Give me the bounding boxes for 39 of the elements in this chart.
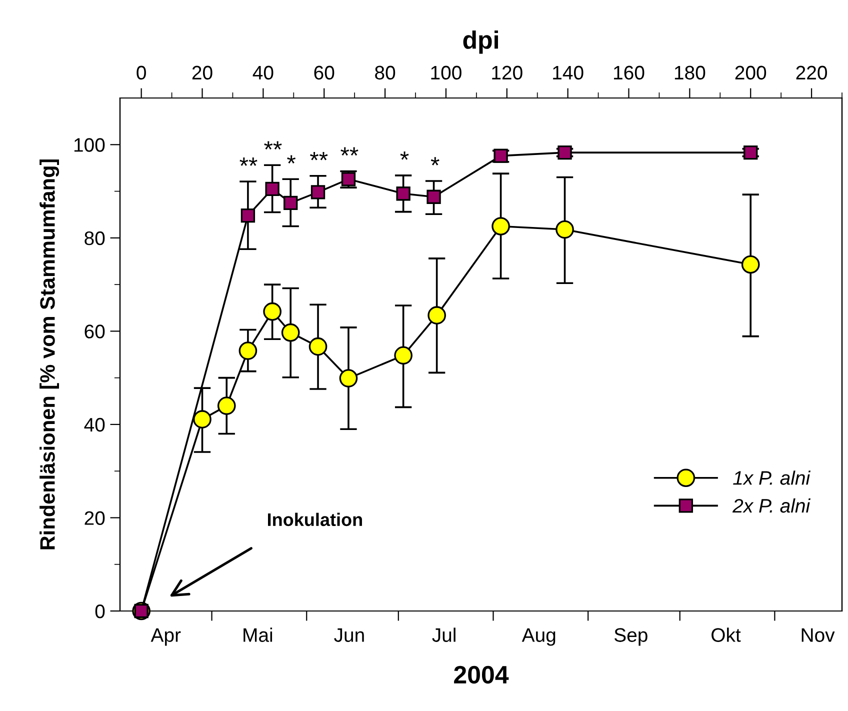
legend-label: 1x P. alni	[733, 470, 810, 485]
y-tick-label: 60	[84, 324, 105, 338]
annotation: **	[310, 152, 328, 160]
y-tick-label: 40	[84, 418, 105, 432]
x2-tick-label: 0	[136, 66, 146, 80]
annotation: **	[264, 141, 282, 150]
x-tick-label: Jun	[334, 628, 364, 642]
x-axis-title: 2004	[454, 666, 509, 684]
y-tick-label: 80	[84, 231, 105, 246]
y-axis-title: Rindenläsionen [% vom Stammumfang]	[40, 159, 60, 550]
annotation: **	[240, 158, 258, 166]
y-tick-label: 100	[74, 138, 105, 152]
x-tick-label: Aug	[522, 628, 556, 646]
x2-tick-label: 100	[431, 66, 462, 80]
x-tick-label: Jul	[432, 628, 456, 642]
y-tick-label: 0	[95, 604, 105, 618]
x2-tick-label: 220	[796, 66, 827, 80]
x-tick-label: Apr	[150, 628, 181, 646]
x2-tick-label: 60	[314, 66, 334, 80]
x2-tick-label: 140	[553, 66, 584, 80]
x2-tick-label: 180	[674, 66, 706, 80]
x2-tick-label: 200	[735, 66, 766, 80]
x2-tick-label: 40	[252, 66, 274, 80]
x2-tick-label: 20	[192, 66, 212, 80]
x-tick-label: Okt	[712, 628, 741, 642]
annotation: *	[430, 157, 440, 166]
x2-tick-label: 120	[492, 66, 522, 80]
annotation: **	[340, 147, 358, 156]
legend-label: 2x P. alni	[732, 498, 810, 513]
x2-tick-label: 160	[614, 66, 644, 80]
x2-axis-title: dpi	[463, 30, 498, 54]
y-tick-label: 20	[84, 511, 105, 525]
annotation: *	[287, 155, 296, 164]
x2-tick-label: 80	[375, 66, 396, 80]
annotation: Inokulation	[268, 512, 362, 526]
annotation: *	[400, 151, 409, 160]
x-tick-label: Nov	[802, 628, 835, 642]
x-tick-label: Sep	[614, 628, 648, 646]
x-tick-label: Mai	[244, 628, 272, 642]
